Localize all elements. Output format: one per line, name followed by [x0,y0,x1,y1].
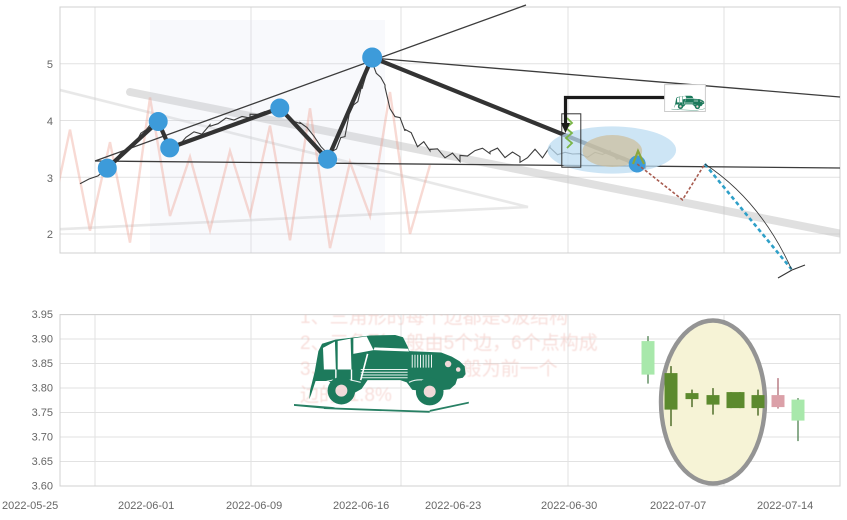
svg-text:2022-06-16: 2022-06-16 [333,500,389,512]
svg-text:2022-06-09: 2022-06-09 [226,500,282,512]
svg-text:3.95: 3.95 [32,309,53,321]
svg-text:3.65: 3.65 [32,456,53,468]
svg-text:3: 3 [47,173,53,185]
svg-text:2022-06-23: 2022-06-23 [425,500,481,512]
svg-text:4: 4 [47,116,53,128]
svg-text:3.85: 3.85 [32,358,53,370]
svg-text:2: 2 [47,229,53,241]
svg-text:3.70: 3.70 [32,432,53,444]
svg-text:2022-07-14: 2022-07-14 [757,500,813,512]
svg-text:3.75: 3.75 [32,407,53,419]
svg-text:2022-05-25: 2022-05-25 [2,500,58,512]
svg-text:3.80: 3.80 [32,383,53,395]
svg-text:2022-07-07: 2022-07-07 [650,500,706,512]
svg-text:3.60: 3.60 [32,481,53,493]
svg-text:2022-06-30: 2022-06-30 [541,500,597,512]
svg-text:2022-06-01: 2022-06-01 [118,500,174,512]
svg-text:5: 5 [47,59,53,71]
svg-text:3.90: 3.90 [32,334,53,346]
